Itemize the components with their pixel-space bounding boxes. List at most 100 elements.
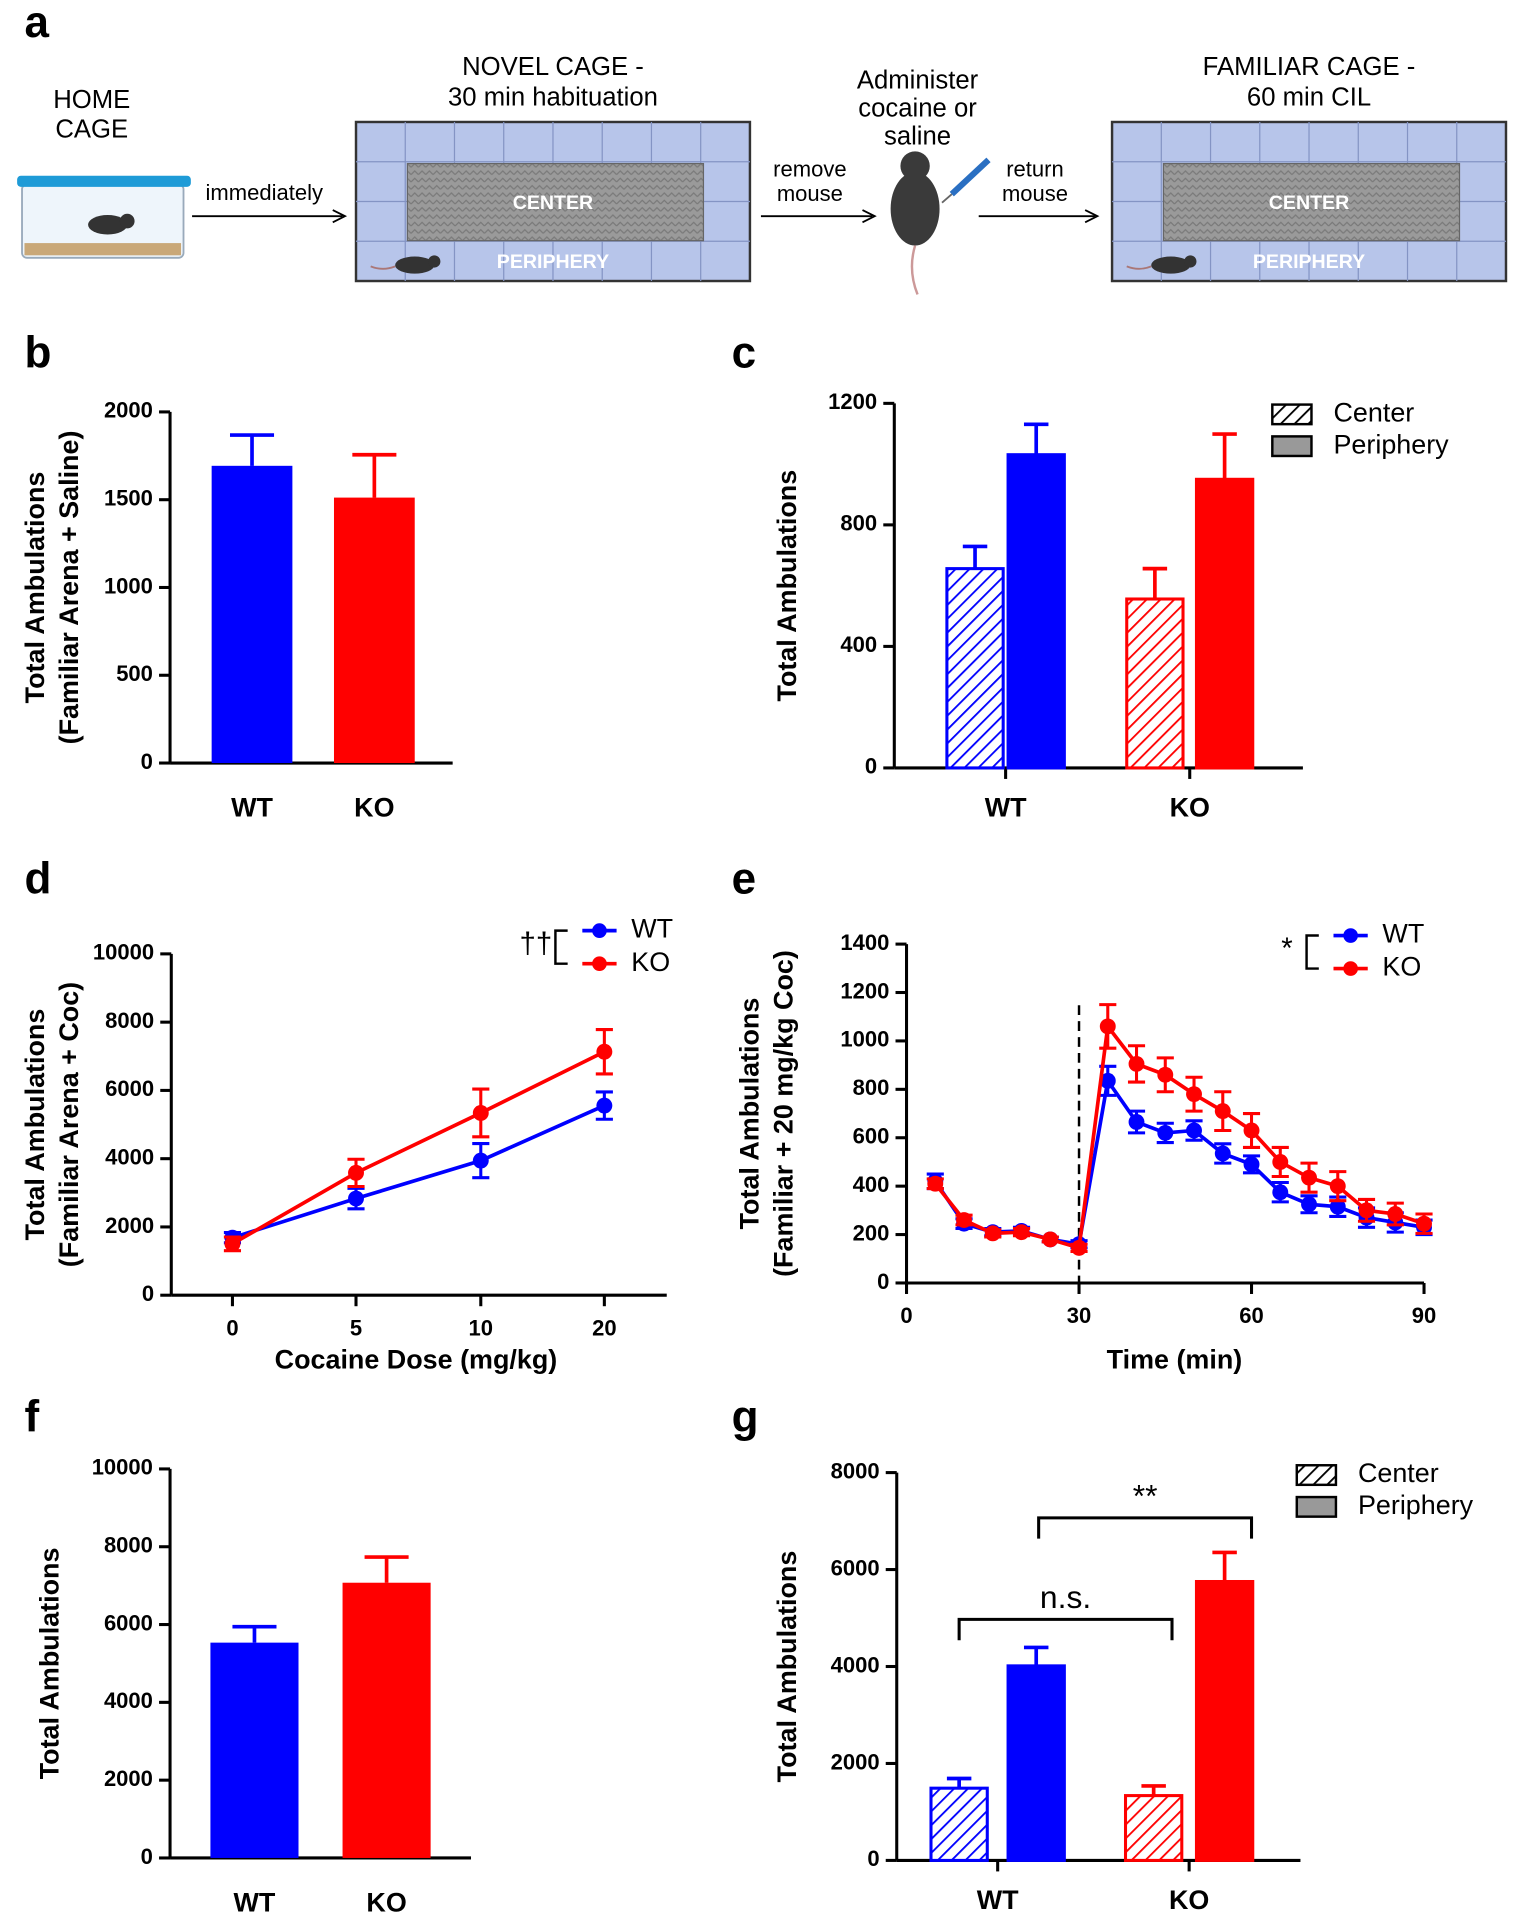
- y-tick-label: 0: [141, 1844, 153, 1869]
- bar: [1194, 1579, 1255, 1862]
- y-tick-label: 2000: [105, 1213, 154, 1238]
- point: [348, 1190, 364, 1207]
- error-bar: [1023, 422, 1049, 455]
- point: [1387, 1206, 1404, 1222]
- home-cage-label: CAGE: [55, 115, 128, 143]
- y-tick-label: 0: [867, 1846, 879, 1871]
- x-tick-label: WT: [985, 793, 1027, 823]
- error-bar: [962, 544, 988, 569]
- significance-label: **: [1133, 1478, 1158, 1514]
- legend-swatch: [1271, 435, 1313, 458]
- y-tick-label: 0: [865, 754, 877, 779]
- line: [933, 1076, 1425, 1247]
- y-tick-label: 1500: [104, 486, 153, 511]
- diagram: a HOME CAGE immediately NOVEL CAGE - 30 …: [17, 0, 1508, 295]
- x-tick-label: 30: [1067, 1303, 1092, 1328]
- legend-label: KO: [1382, 952, 1421, 982]
- cage-lid: [17, 175, 191, 187]
- y-tick-label: 200: [853, 1220, 890, 1245]
- legend-swatch: [1295, 1464, 1338, 1487]
- error-bar: [1141, 1784, 1166, 1796]
- y-tick-label: 4000: [831, 1652, 880, 1677]
- y-tick-label: 1200: [840, 978, 889, 1003]
- error-bar: [352, 452, 397, 498]
- cage-title: FAMILIAR CAGE -: [1203, 53, 1416, 81]
- bar: [1006, 1664, 1066, 1862]
- center-zone: [406, 162, 705, 242]
- point: [1071, 1239, 1087, 1256]
- x-tick-label: 60: [1239, 1303, 1264, 1328]
- point: [1186, 1122, 1202, 1139]
- point: [1272, 1184, 1289, 1201]
- mouse: [890, 172, 940, 246]
- point: [956, 1212, 972, 1228]
- x-tick-label: KO: [366, 1888, 406, 1918]
- x-tick-label: 5: [350, 1315, 362, 1340]
- point: [1416, 1215, 1432, 1232]
- y-tick-label: 8000: [104, 1533, 153, 1558]
- arrow-head: [1084, 209, 1100, 224]
- error-bar: [946, 1776, 972, 1789]
- panel-label: a: [24, 0, 49, 47]
- point: [927, 1175, 944, 1192]
- arrow-label: mouse: [1002, 181, 1068, 206]
- legend-marker: [1343, 961, 1358, 976]
- bar: [342, 1582, 431, 1858]
- point: [1243, 1156, 1260, 1173]
- point: [1157, 1124, 1174, 1141]
- injection-label: Administer: [857, 66, 979, 94]
- significance-bracket: [957, 1617, 1174, 1641]
- point: [1099, 1072, 1116, 1089]
- point: [1301, 1169, 1317, 1186]
- bar: [945, 567, 1005, 770]
- syringe: [949, 157, 991, 197]
- point: [1157, 1066, 1174, 1083]
- legend-marker: [592, 956, 607, 972]
- legend-marker: [592, 923, 607, 938]
- point: [1013, 1224, 1030, 1241]
- legend-bracket: [554, 929, 568, 965]
- line: [231, 1103, 606, 1240]
- zone-label: PERIPHERY: [1253, 251, 1365, 273]
- x-tick-label: KO: [354, 793, 394, 823]
- y-tick-label: 2000: [104, 1766, 153, 1791]
- y-tick-label: 10000: [93, 940, 154, 965]
- panel-label: b: [24, 328, 51, 377]
- point: [1214, 1145, 1231, 1162]
- y-tick-label: 400: [840, 632, 877, 657]
- y-axis-label: Total Ambulations: [772, 1551, 802, 1783]
- point: [1329, 1198, 1346, 1215]
- error-bar: [1023, 1645, 1049, 1666]
- point: [472, 1104, 489, 1121]
- x-tick-label: 0: [900, 1303, 912, 1328]
- cage-title: 30 min habituation: [448, 84, 658, 112]
- zone-label: CENTER: [1269, 192, 1349, 214]
- legend-swatch: [1271, 403, 1313, 426]
- legend-label: Periphery: [1358, 1490, 1474, 1520]
- error-bar: [232, 1624, 277, 1643]
- legend-label: KO: [631, 947, 670, 977]
- mouse-tail: [910, 245, 919, 295]
- arrow-label: immediately: [206, 180, 323, 205]
- bar: [333, 497, 415, 764]
- bar: [1123, 1794, 1184, 1862]
- bar: [1006, 453, 1066, 770]
- significance-bracket: [1037, 1516, 1254, 1539]
- cage-title: 60 min CIL: [1247, 84, 1371, 112]
- mouse-head: [1184, 255, 1197, 268]
- injection-label: saline: [884, 123, 951, 151]
- y-tick-label: 0: [877, 1269, 889, 1294]
- y-axis-label: Total Ambulations: [20, 472, 50, 704]
- y-axis-label: Total Ambulations: [34, 1548, 64, 1780]
- mouse-head: [900, 151, 930, 181]
- arrow-head: [862, 209, 877, 224]
- y-tick-label: 400: [853, 1172, 890, 1197]
- bar: [1194, 477, 1255, 770]
- panel-label: g: [732, 1393, 759, 1442]
- injection-label: cocaine or: [858, 95, 977, 123]
- y-tick-label: 4000: [104, 1688, 153, 1713]
- needle: [941, 193, 953, 204]
- point: [1099, 1018, 1116, 1035]
- panel-label: c: [732, 328, 757, 377]
- panel-label: d: [24, 854, 51, 903]
